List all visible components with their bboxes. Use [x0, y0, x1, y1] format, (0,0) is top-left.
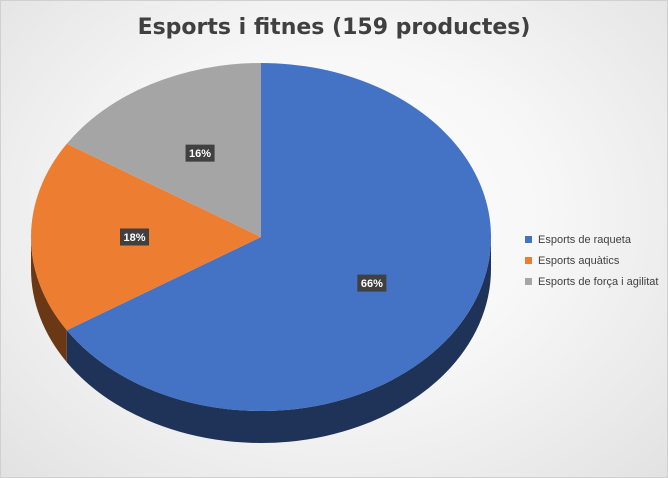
data-label-text: 18%: [123, 232, 145, 244]
chart-title: Esports i fitnes (159 productes): [137, 15, 531, 40]
data-label-2: 16%: [185, 144, 215, 162]
legend-item-forca: Esports de força i agilitat: [525, 271, 667, 292]
pie-side-0: [66, 237, 492, 443]
legend-swatch: [525, 257, 532, 264]
pie-slice-2: [66, 63, 261, 237]
pie-sides: [31, 237, 492, 443]
legend-item-aquatics: Esports aquàtics: [525, 250, 667, 271]
data-label-text: 16%: [189, 148, 211, 160]
pie-side-1: [31, 237, 67, 363]
legend-label: Esports de raqueta: [538, 233, 631, 246]
data-label-box: [185, 144, 215, 162]
data-label-text: 66%: [361, 278, 383, 290]
legend-label: Esports aquàtics: [538, 254, 620, 267]
legend-label: Esports de força i agilitat: [538, 275, 659, 288]
legend-item-raqueta: Esports de raqueta: [525, 229, 667, 250]
data-label-0: 66%: [357, 274, 387, 292]
data-label-box: [120, 228, 149, 246]
pie-tops: [30, 63, 492, 412]
data-label-1: 18%: [120, 228, 149, 246]
legend-swatch: [525, 278, 532, 285]
data-label-box: [357, 274, 387, 292]
pie-slice-0: [66, 63, 492, 412]
legend-swatch: [525, 236, 532, 243]
pie-data-labels: 66% 18% 16%: [120, 144, 387, 292]
legend: Esports de raqueta Esports aquàtics Espo…: [525, 229, 667, 292]
